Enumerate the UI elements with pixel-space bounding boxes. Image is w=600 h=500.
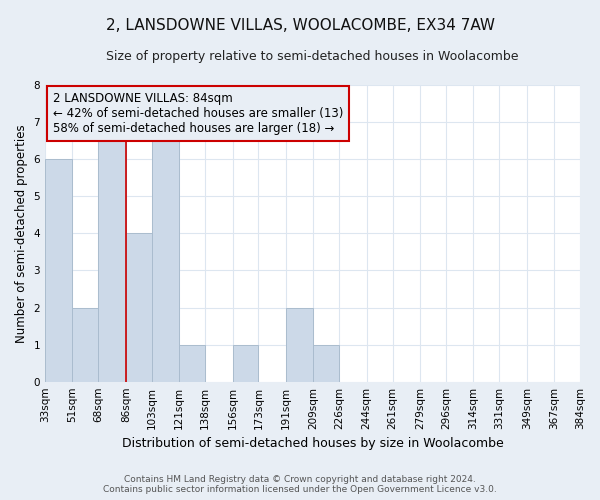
Text: 2, LANSDOWNE VILLAS, WOOLACOMBE, EX34 7AW: 2, LANSDOWNE VILLAS, WOOLACOMBE, EX34 7A… <box>106 18 494 32</box>
X-axis label: Distribution of semi-detached houses by size in Woolacombe: Distribution of semi-detached houses by … <box>122 437 503 450</box>
Text: Contains HM Land Registry data © Crown copyright and database right 2024.
Contai: Contains HM Land Registry data © Crown c… <box>103 474 497 494</box>
Bar <box>73 308 98 382</box>
Bar <box>286 308 313 382</box>
Text: 2 LANSDOWNE VILLAS: 84sqm
← 42% of semi-detached houses are smaller (13)
58% of : 2 LANSDOWNE VILLAS: 84sqm ← 42% of semi-… <box>53 92 343 134</box>
Bar <box>152 122 179 382</box>
Bar <box>98 122 126 382</box>
Bar <box>179 344 205 382</box>
Bar <box>233 344 259 382</box>
Bar <box>313 344 339 382</box>
Title: Size of property relative to semi-detached houses in Woolacombe: Size of property relative to semi-detach… <box>106 50 519 63</box>
Bar <box>126 234 152 382</box>
Y-axis label: Number of semi-detached properties: Number of semi-detached properties <box>15 124 28 342</box>
Bar <box>45 159 73 382</box>
